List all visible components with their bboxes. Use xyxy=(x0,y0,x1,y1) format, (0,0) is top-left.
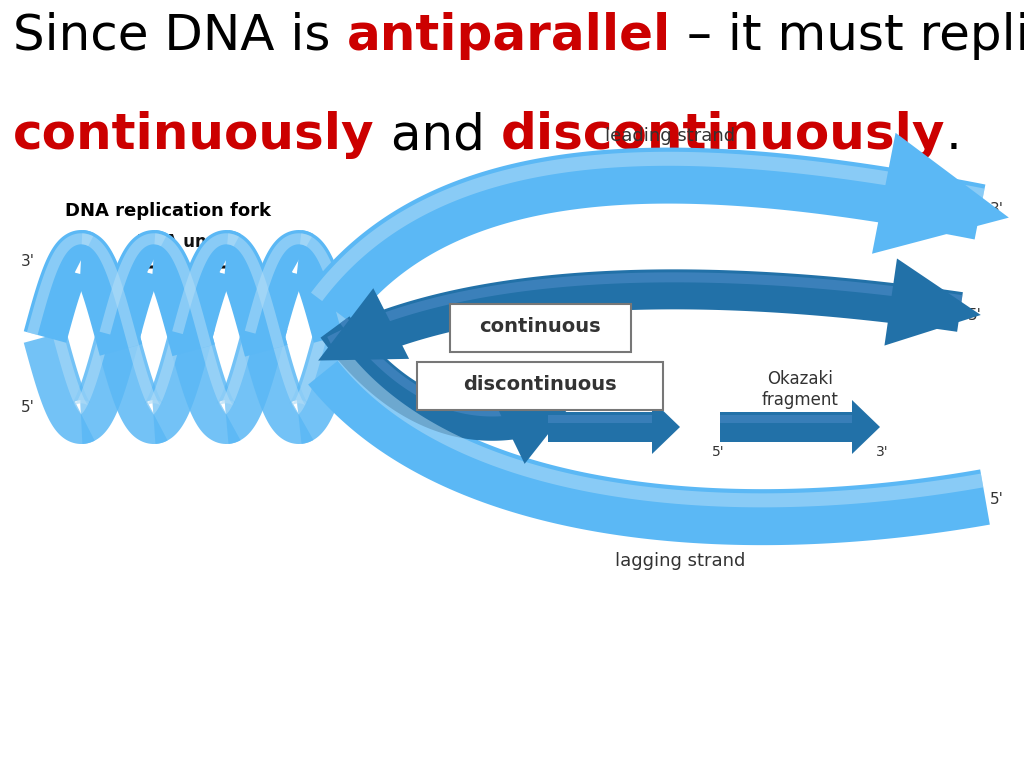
Polygon shape xyxy=(308,350,990,545)
Text: 5': 5' xyxy=(990,492,1004,506)
Polygon shape xyxy=(885,258,981,346)
Polygon shape xyxy=(307,147,985,324)
Polygon shape xyxy=(72,318,142,444)
Polygon shape xyxy=(217,318,288,444)
Polygon shape xyxy=(340,318,557,416)
Polygon shape xyxy=(27,233,93,335)
Text: 3': 3' xyxy=(336,295,350,310)
Text: discontinuously: discontinuously xyxy=(501,111,945,160)
Polygon shape xyxy=(24,230,94,343)
Polygon shape xyxy=(219,318,259,414)
Polygon shape xyxy=(72,230,142,356)
Polygon shape xyxy=(144,318,215,444)
Polygon shape xyxy=(96,230,168,342)
Polygon shape xyxy=(169,332,241,444)
Text: – it must replicate: – it must replicate xyxy=(671,12,1024,60)
Polygon shape xyxy=(82,233,139,348)
Polygon shape xyxy=(720,415,852,423)
Text: leading strand: leading strand xyxy=(605,127,735,145)
Polygon shape xyxy=(292,332,328,414)
Text: DNA unzips: DNA unzips xyxy=(136,233,244,251)
Polygon shape xyxy=(290,230,356,343)
Polygon shape xyxy=(872,133,1009,254)
Polygon shape xyxy=(227,233,285,349)
Polygon shape xyxy=(321,316,568,441)
Polygon shape xyxy=(24,331,94,444)
Text: 5': 5' xyxy=(968,308,982,322)
Polygon shape xyxy=(338,352,983,507)
Polygon shape xyxy=(852,400,880,454)
Text: continuously: continuously xyxy=(13,111,375,160)
Polygon shape xyxy=(75,319,114,414)
Text: discontinuous: discontinuous xyxy=(463,376,616,394)
Polygon shape xyxy=(245,233,311,334)
Polygon shape xyxy=(198,333,233,414)
Text: 3': 3' xyxy=(22,255,35,269)
Polygon shape xyxy=(172,233,239,334)
Polygon shape xyxy=(169,230,241,342)
Text: lagging strand: lagging strand xyxy=(614,552,745,570)
Text: 3': 3' xyxy=(876,445,888,459)
Text: 5': 5' xyxy=(22,400,35,414)
Polygon shape xyxy=(52,332,88,414)
FancyBboxPatch shape xyxy=(450,304,631,352)
Text: Okazaki
fragment: Okazaki fragment xyxy=(762,370,839,409)
Polygon shape xyxy=(326,269,963,370)
Polygon shape xyxy=(144,230,215,356)
Polygon shape xyxy=(311,152,985,301)
Polygon shape xyxy=(290,331,356,444)
FancyBboxPatch shape xyxy=(417,362,663,410)
Text: 5': 5' xyxy=(712,445,724,459)
Polygon shape xyxy=(494,400,575,464)
Polygon shape xyxy=(146,319,186,414)
Polygon shape xyxy=(652,400,680,454)
Polygon shape xyxy=(548,415,652,423)
Polygon shape xyxy=(217,230,288,357)
Text: DNA replication fork: DNA replication fork xyxy=(65,202,271,220)
Polygon shape xyxy=(328,272,963,346)
Text: Since DNA is: Since DNA is xyxy=(13,12,347,60)
Polygon shape xyxy=(318,288,410,360)
Text: continuous: continuous xyxy=(479,318,601,337)
Polygon shape xyxy=(720,412,852,442)
Text: 3': 3' xyxy=(990,202,1004,216)
Text: .: . xyxy=(945,111,962,160)
Polygon shape xyxy=(548,412,652,442)
Polygon shape xyxy=(242,333,313,444)
Polygon shape xyxy=(155,233,212,348)
Polygon shape xyxy=(96,331,168,444)
Polygon shape xyxy=(99,233,166,334)
Polygon shape xyxy=(300,233,353,335)
Polygon shape xyxy=(242,230,313,341)
Text: and: and xyxy=(375,111,501,160)
Polygon shape xyxy=(270,334,305,414)
Text: antiparallel: antiparallel xyxy=(347,12,671,60)
Polygon shape xyxy=(125,333,161,414)
